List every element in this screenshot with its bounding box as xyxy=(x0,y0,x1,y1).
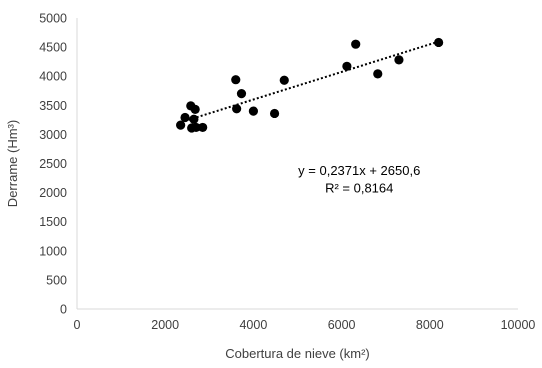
data-point xyxy=(191,122,201,133)
data-point xyxy=(189,114,199,124)
y-tick-labels: 0 500 1000 1500 2000 2500 3000 3500 4000 4500 5000 xyxy=(39,12,67,317)
x-tick-label: 6000 xyxy=(328,318,356,332)
y-tick-label: 4500 xyxy=(39,41,67,55)
equation-annotation: y = 0,2371x + 2650,6 xyxy=(298,163,420,178)
x-tick-label: 10000 xyxy=(501,318,536,332)
annotations: y = 0,2371x + 2650,6 R² = 0,8164 xyxy=(298,163,420,195)
y-tick-label: 4000 xyxy=(39,70,67,84)
x-tick-label: 4000 xyxy=(239,318,267,332)
data-point xyxy=(190,104,200,114)
x-tick-label: 0 xyxy=(74,318,81,332)
y-tick-label: 5000 xyxy=(39,12,67,26)
x-tick-label: 2000 xyxy=(151,318,179,332)
y-tick-label: 0 xyxy=(60,303,67,317)
y-tick-label: 1000 xyxy=(39,244,67,258)
x-axis-title: Cobertura de nieve (km²) xyxy=(225,346,370,361)
data-point xyxy=(176,120,186,130)
y-tick-label: 2500 xyxy=(39,157,67,171)
trendline-layer xyxy=(180,40,439,124)
y-tick-label: 1500 xyxy=(39,215,67,229)
data-point xyxy=(434,37,444,48)
data-point xyxy=(231,75,241,85)
y-tick-label: 3500 xyxy=(39,99,67,113)
data-points xyxy=(176,37,444,133)
y-tick-label: 500 xyxy=(46,273,67,287)
data-point xyxy=(232,104,242,114)
trendline xyxy=(180,40,439,124)
data-point xyxy=(394,55,404,65)
data-point xyxy=(236,89,247,99)
y-axis-title: Derrame (Hm³) xyxy=(5,120,20,207)
data-point xyxy=(279,75,289,85)
axes xyxy=(76,18,518,310)
data-point xyxy=(180,112,190,123)
data-point xyxy=(373,69,383,79)
data-point xyxy=(342,61,352,71)
y-tick-label: 2000 xyxy=(39,186,67,200)
equation-annotation: R² = 0,8164 xyxy=(325,181,393,196)
data-point xyxy=(269,108,280,119)
y-tick-label: 3000 xyxy=(39,128,67,142)
x-tick-label: 8000 xyxy=(416,318,444,332)
data-point xyxy=(198,122,208,133)
x-tick-labels: 0 2000 4000 6000 8000 10000 xyxy=(74,318,536,332)
data-point xyxy=(351,39,361,49)
data-point xyxy=(248,106,258,116)
